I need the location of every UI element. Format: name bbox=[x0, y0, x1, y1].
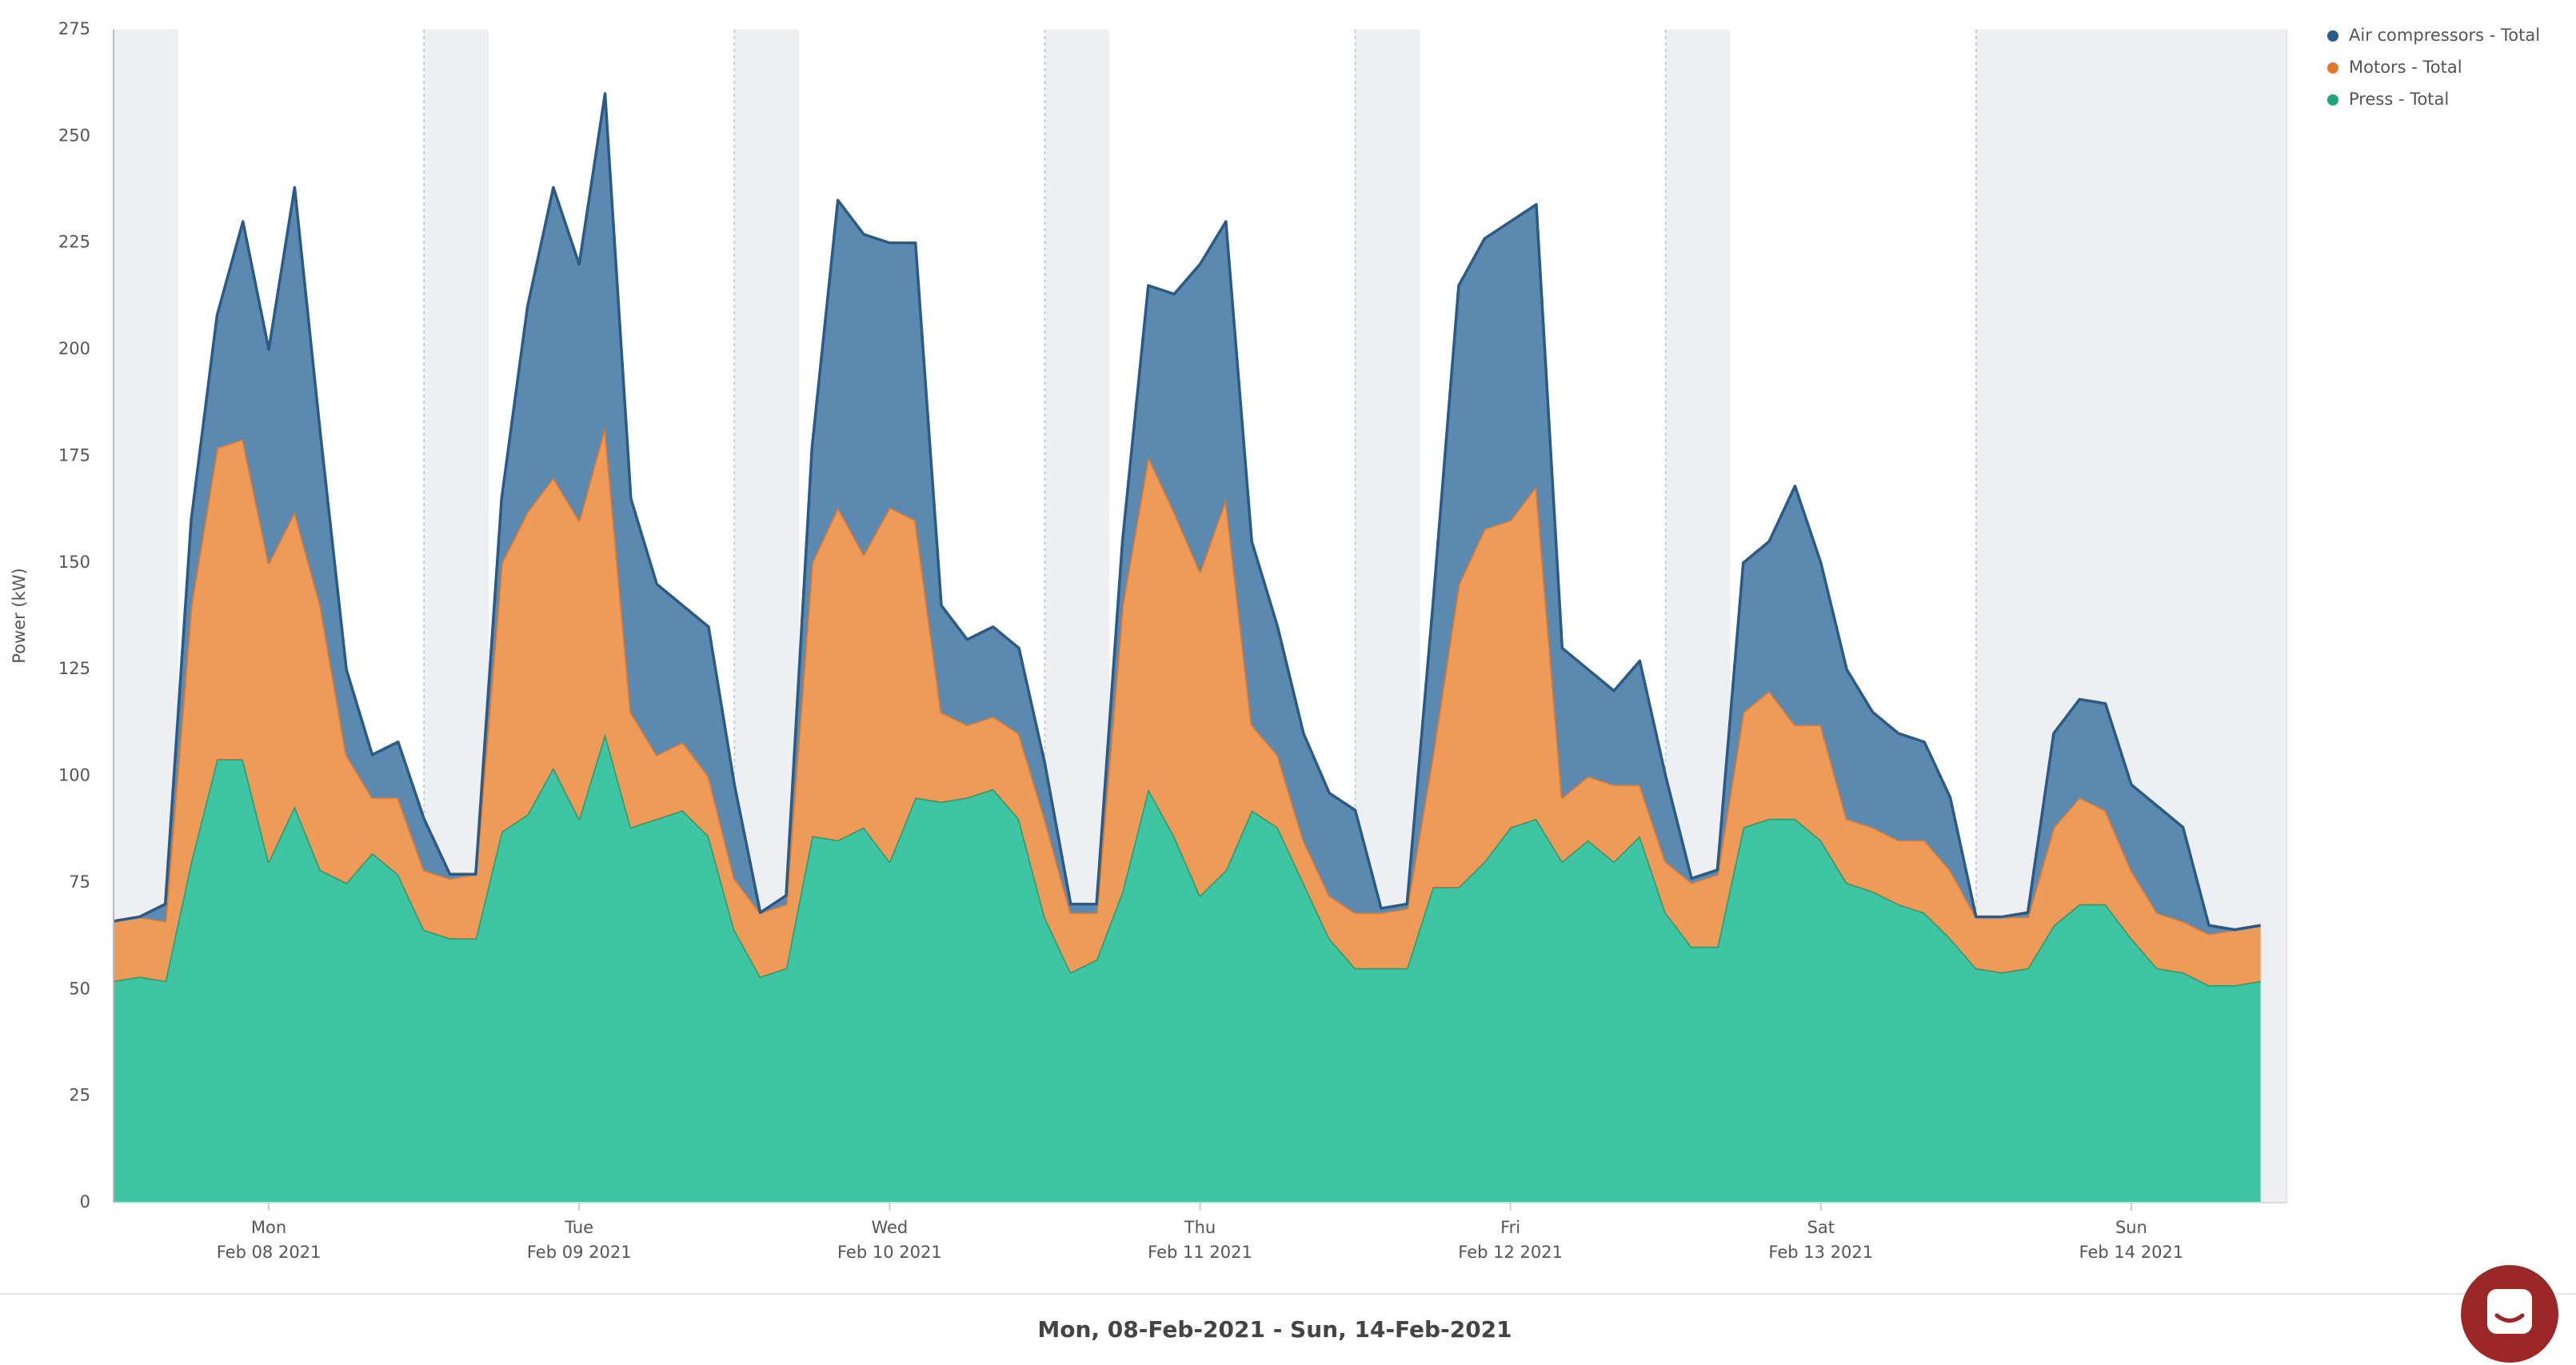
x-tick-sublabel: Feb 13 2021 bbox=[1768, 1243, 1873, 1262]
y-tick-label: 125 bbox=[58, 659, 90, 678]
x-tick-label: Sun bbox=[2115, 1218, 2147, 1237]
x-tick-sublabel: Feb 11 2021 bbox=[1148, 1243, 1252, 1262]
legend-swatch bbox=[2327, 62, 2338, 74]
area bbox=[114, 94, 2261, 934]
x-tick-sublabel: Feb 08 2021 bbox=[217, 1243, 322, 1262]
x-tick-label: Sat bbox=[1807, 1218, 1835, 1237]
chat-icon-smile[interactable] bbox=[2494, 1313, 2525, 1323]
legend-swatch bbox=[2327, 94, 2338, 106]
chat-button[interactable] bbox=[2461, 1265, 2558, 1363]
y-tick-label: 275 bbox=[58, 19, 90, 38]
x-tick-sublabel: Feb 10 2021 bbox=[837, 1243, 942, 1262]
area-line bbox=[113, 92, 2261, 932]
y-tick-label: 200 bbox=[58, 339, 90, 358]
date-range: Mon, 08-Feb-2021 - Sun, 14-Feb-2021 bbox=[1037, 1316, 1512, 1343]
x-tick-sublabel: Feb 12 2021 bbox=[1458, 1243, 1563, 1262]
area bbox=[114, 426, 2261, 985]
y-tick-label: 25 bbox=[69, 1086, 90, 1105]
x-tick-label: Wed bbox=[871, 1218, 908, 1237]
legend-label: Motors - Total bbox=[2349, 58, 2462, 77]
x-tick-label: Tue bbox=[564, 1218, 593, 1237]
y-tick-label: 225 bbox=[58, 233, 90, 252]
y-tick-label: 0 bbox=[80, 1192, 90, 1211]
y-axis-label: Power (kW) bbox=[10, 568, 29, 663]
x-tick-sublabel: Feb 14 2021 bbox=[2079, 1243, 2184, 1262]
legend-swatch bbox=[2327, 30, 2338, 42]
chat-icon[interactable] bbox=[2487, 1289, 2532, 1334]
x-tick-label: Fri bbox=[1500, 1218, 1520, 1237]
x-tick-sublabel: Feb 09 2021 bbox=[527, 1243, 632, 1262]
y-tick-label: 100 bbox=[58, 766, 90, 785]
x-tick-label: Mon bbox=[251, 1218, 286, 1237]
legend-label: Press - Total bbox=[2349, 90, 2449, 109]
y-tick-label: 250 bbox=[58, 126, 90, 145]
y-tick-label: 75 bbox=[69, 872, 90, 892]
y-tick-label: 175 bbox=[58, 445, 90, 465]
y-tick-label: 150 bbox=[58, 553, 90, 572]
x-tick-label: Thu bbox=[1184, 1218, 1216, 1237]
legend-label: Air compressors - Total bbox=[2349, 26, 2540, 45]
area bbox=[114, 733, 2261, 1203]
y-tick-label: 50 bbox=[69, 979, 90, 998]
